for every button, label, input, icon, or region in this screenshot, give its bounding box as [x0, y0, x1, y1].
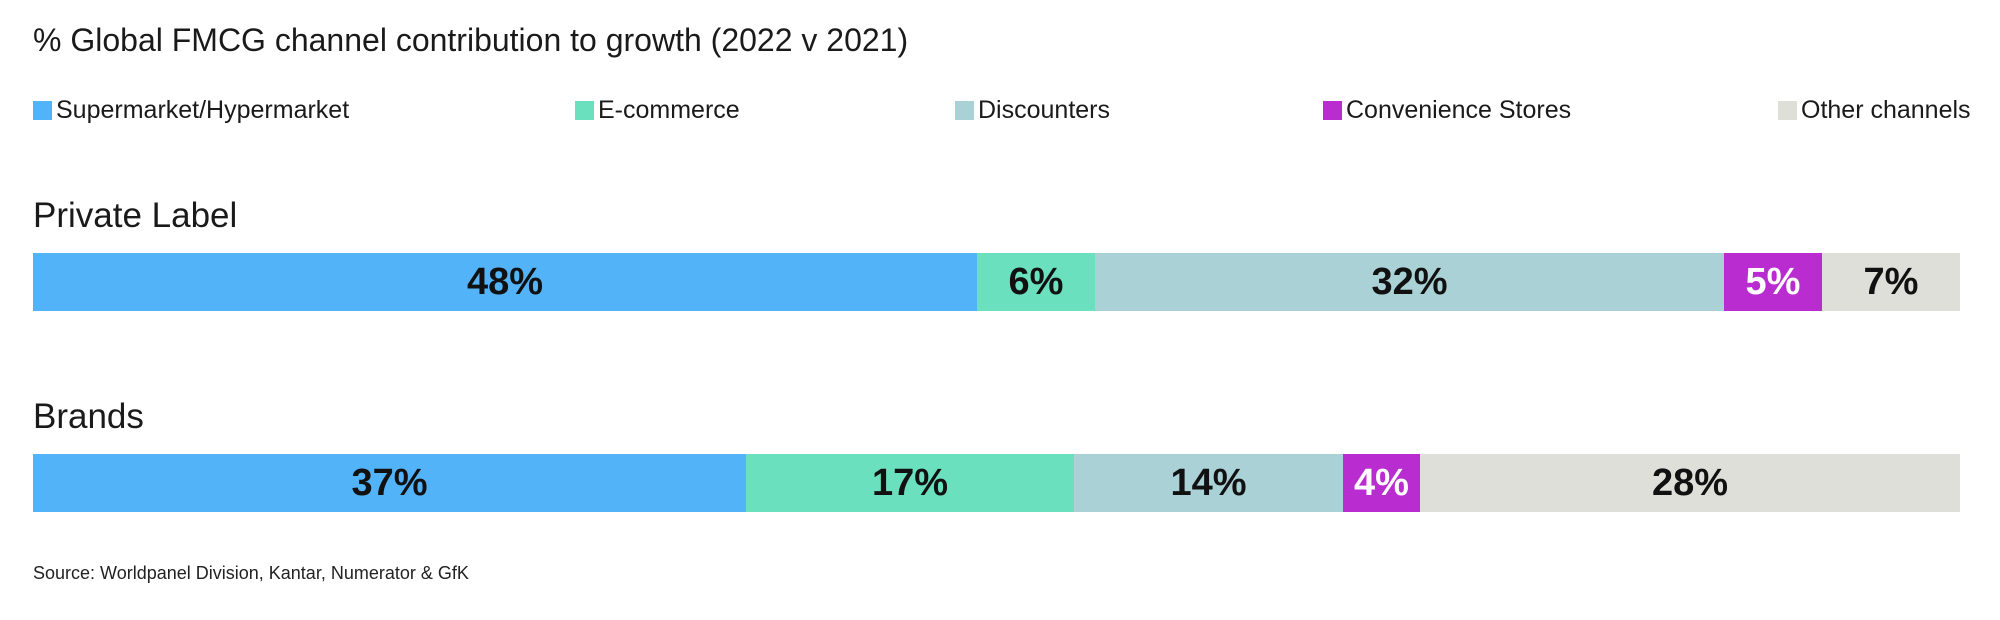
legend-label: Other channels	[1801, 96, 1971, 124]
data-label: 28%	[1651, 461, 1729, 504]
stacked-bar-brands: 37% 17% 14% 4% 28%	[33, 454, 1960, 512]
legend-label: Convenience Stores	[1346, 96, 1572, 124]
segment-convenience: 5%	[1724, 253, 1822, 311]
segment-supermarket: 37%	[33, 454, 746, 512]
row-label-private-label: Private Label	[33, 196, 238, 235]
data-label: 6%	[1008, 260, 1064, 303]
data-label: 48%	[466, 260, 544, 303]
legend-item-ecommerce: E-commerce	[575, 96, 740, 125]
data-label: 4%	[1354, 461, 1409, 504]
legend-item-convenience: Convenience Stores	[1323, 96, 1571, 125]
legend-label: Discounters	[978, 96, 1110, 124]
data-label: 17%	[871, 461, 949, 504]
legend-swatch	[955, 101, 974, 120]
data-label: 5%	[1745, 260, 1801, 303]
segment-discounters: 14%	[1074, 454, 1343, 512]
legend-swatch	[1323, 101, 1342, 120]
chart-legend: Supermarket/Hypermarket E-commerce Disco…	[33, 96, 1973, 130]
row-label-brands: Brands	[33, 397, 144, 436]
data-label: 37%	[351, 461, 428, 504]
legend-label: E-commerce	[598, 96, 740, 124]
segment-convenience: 4%	[1343, 454, 1420, 512]
legend-item-discounters: Discounters	[955, 96, 1110, 125]
data-label: 14%	[1170, 461, 1247, 504]
legend-item-other: Other channels	[1778, 96, 1971, 125]
segment-supermarket: 48%	[33, 253, 977, 311]
segment-discounters: 32%	[1095, 253, 1724, 311]
legend-item-supermarket: Supermarket/Hypermarket	[33, 96, 349, 125]
chart-title: % Global FMCG channel contribution to gr…	[33, 22, 909, 58]
stacked-bar-private-label: 48% 6% 32% 5% 7%	[33, 253, 1960, 311]
legend-swatch	[33, 101, 52, 120]
segment-other: 28%	[1420, 454, 1960, 512]
legend-label: Supermarket/Hypermarket	[56, 96, 350, 124]
segment-ecommerce: 17%	[746, 454, 1074, 512]
data-label: 32%	[1371, 260, 1448, 303]
segment-other: 7%	[1822, 253, 1960, 311]
source-note: Source: Worldpanel Division, Kantar, Num…	[33, 563, 469, 583]
data-label: 7%	[1863, 260, 1919, 303]
legend-swatch	[1778, 101, 1797, 120]
legend-swatch	[575, 101, 594, 120]
segment-ecommerce: 6%	[977, 253, 1095, 311]
